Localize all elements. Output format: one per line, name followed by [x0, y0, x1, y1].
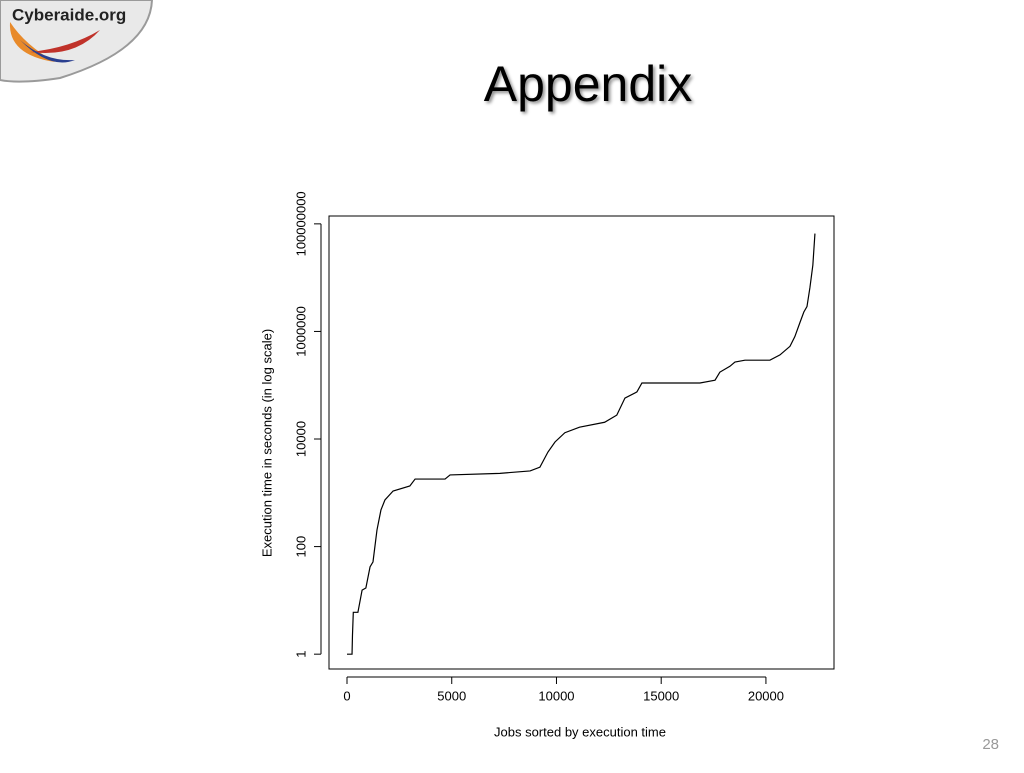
logo: Cyberaide.org — [0, 0, 154, 83]
x-axis-label: Jobs sorted by execution time — [494, 724, 666, 739]
x-tick-label: 10000 — [538, 688, 574, 703]
plot: 0 5000 10000 15000 20000 1 100 10000 1000000 1000… — [293, 191, 816, 703]
slide-title: Appendix — [484, 56, 693, 112]
page-number: 28 — [982, 736, 999, 753]
y-axis-label: Execution time in seconds (in log scale) — [259, 329, 274, 557]
plot-box — [328, 215, 835, 670]
x-tick-label: 5000 — [437, 688, 466, 703]
x-tick-label: 20000 — [748, 688, 784, 703]
x-tick-label: 15000 — [643, 688, 679, 703]
data-line — [347, 233, 816, 655]
y-tick-label: 1000000 — [293, 306, 308, 357]
logo-text: Cyberaide.org — [12, 5, 126, 24]
y-tick-label: 1 — [293, 651, 308, 658]
x-tick-label: 0 — [343, 688, 350, 703]
y-tick-label: 100000000 — [293, 191, 308, 256]
y-tick-label: 100 — [293, 536, 308, 558]
y-tick-label: 10000 — [293, 421, 308, 457]
